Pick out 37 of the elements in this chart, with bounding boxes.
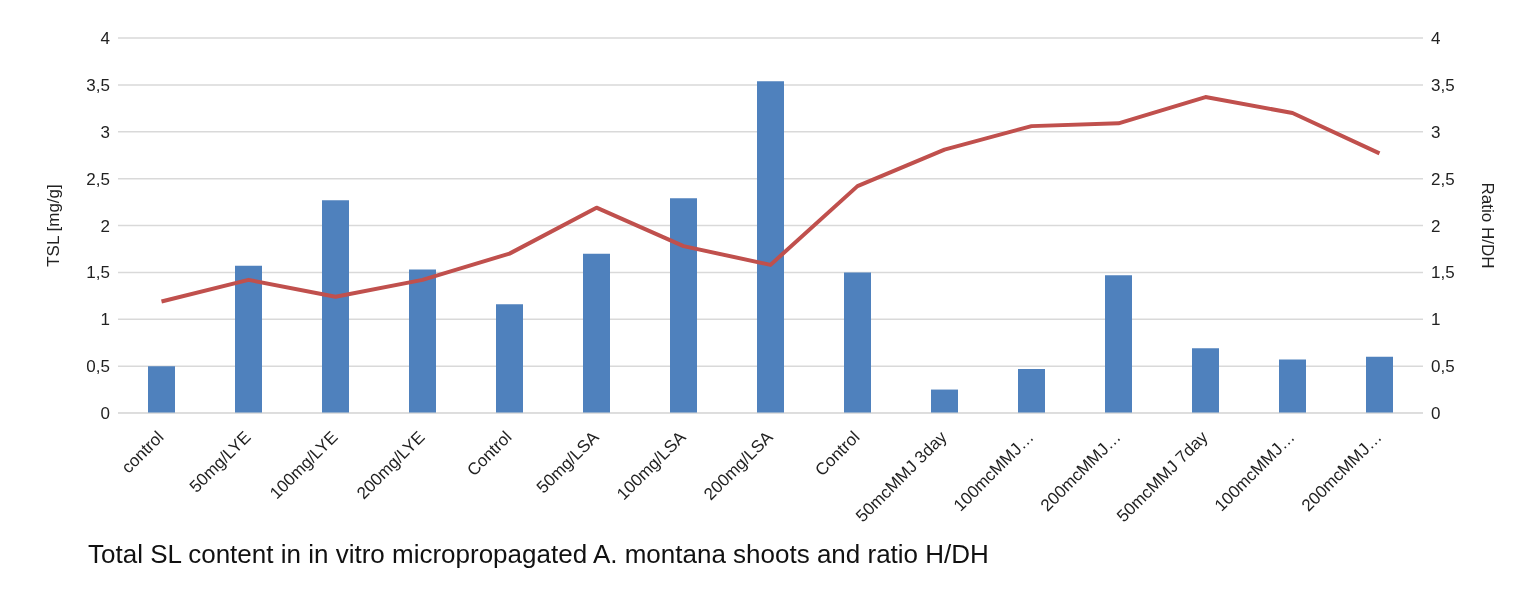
- text: Total SL content in in vitro micropropagated A. montana shoots and ratio H/DH: [87, 539, 990, 570]
- y-axis-title: TSL [mg/g]: [44, 184, 64, 267]
- bar: [670, 198, 697, 413]
- bar: [1192, 348, 1219, 413]
- bar: [409, 269, 436, 413]
- y2-tick-label: 0: [1431, 404, 1441, 424]
- y2-tick-label: 3: [1431, 122, 1441, 142]
- y-tick-label: 0: [100, 404, 110, 424]
- y-tick-label: 2,5: [86, 169, 110, 189]
- y-tick-label: 1: [100, 310, 110, 330]
- y2-tick-label: 1,5: [1431, 263, 1455, 283]
- y-tick-label: 3: [100, 122, 110, 142]
- bar: [235, 265, 262, 413]
- bar: [931, 389, 958, 413]
- y2-tick-label: 2,5: [1431, 169, 1455, 189]
- y2-tick-label: 3,5: [1431, 75, 1455, 95]
- y-tick-label: 4: [100, 29, 110, 49]
- bar: [844, 272, 871, 413]
- y2-tick-label: 0,5: [1431, 357, 1455, 377]
- bar: [496, 304, 523, 413]
- bar: [583, 253, 610, 413]
- bar: [1279, 359, 1306, 413]
- y2-tick-label: 1: [1431, 310, 1441, 330]
- bar: [1105, 275, 1132, 413]
- bar: [322, 200, 349, 413]
- line-series: [159, 95, 1382, 304]
- y2-tick-label: 4: [1431, 29, 1441, 49]
- bar: [1018, 368, 1045, 413]
- bar: [1366, 356, 1393, 413]
- y-tick-label: 1,5: [86, 263, 110, 283]
- y-tick-label: 3,5: [86, 75, 110, 95]
- bar: [757, 81, 784, 413]
- bar: [148, 366, 175, 413]
- y-tick-label: 2: [100, 216, 110, 236]
- y2-axis-title: Ratio H/DH: [1477, 182, 1497, 269]
- y-tick-label: 0,5: [86, 357, 110, 377]
- y2-tick-label: 2: [1431, 216, 1441, 236]
